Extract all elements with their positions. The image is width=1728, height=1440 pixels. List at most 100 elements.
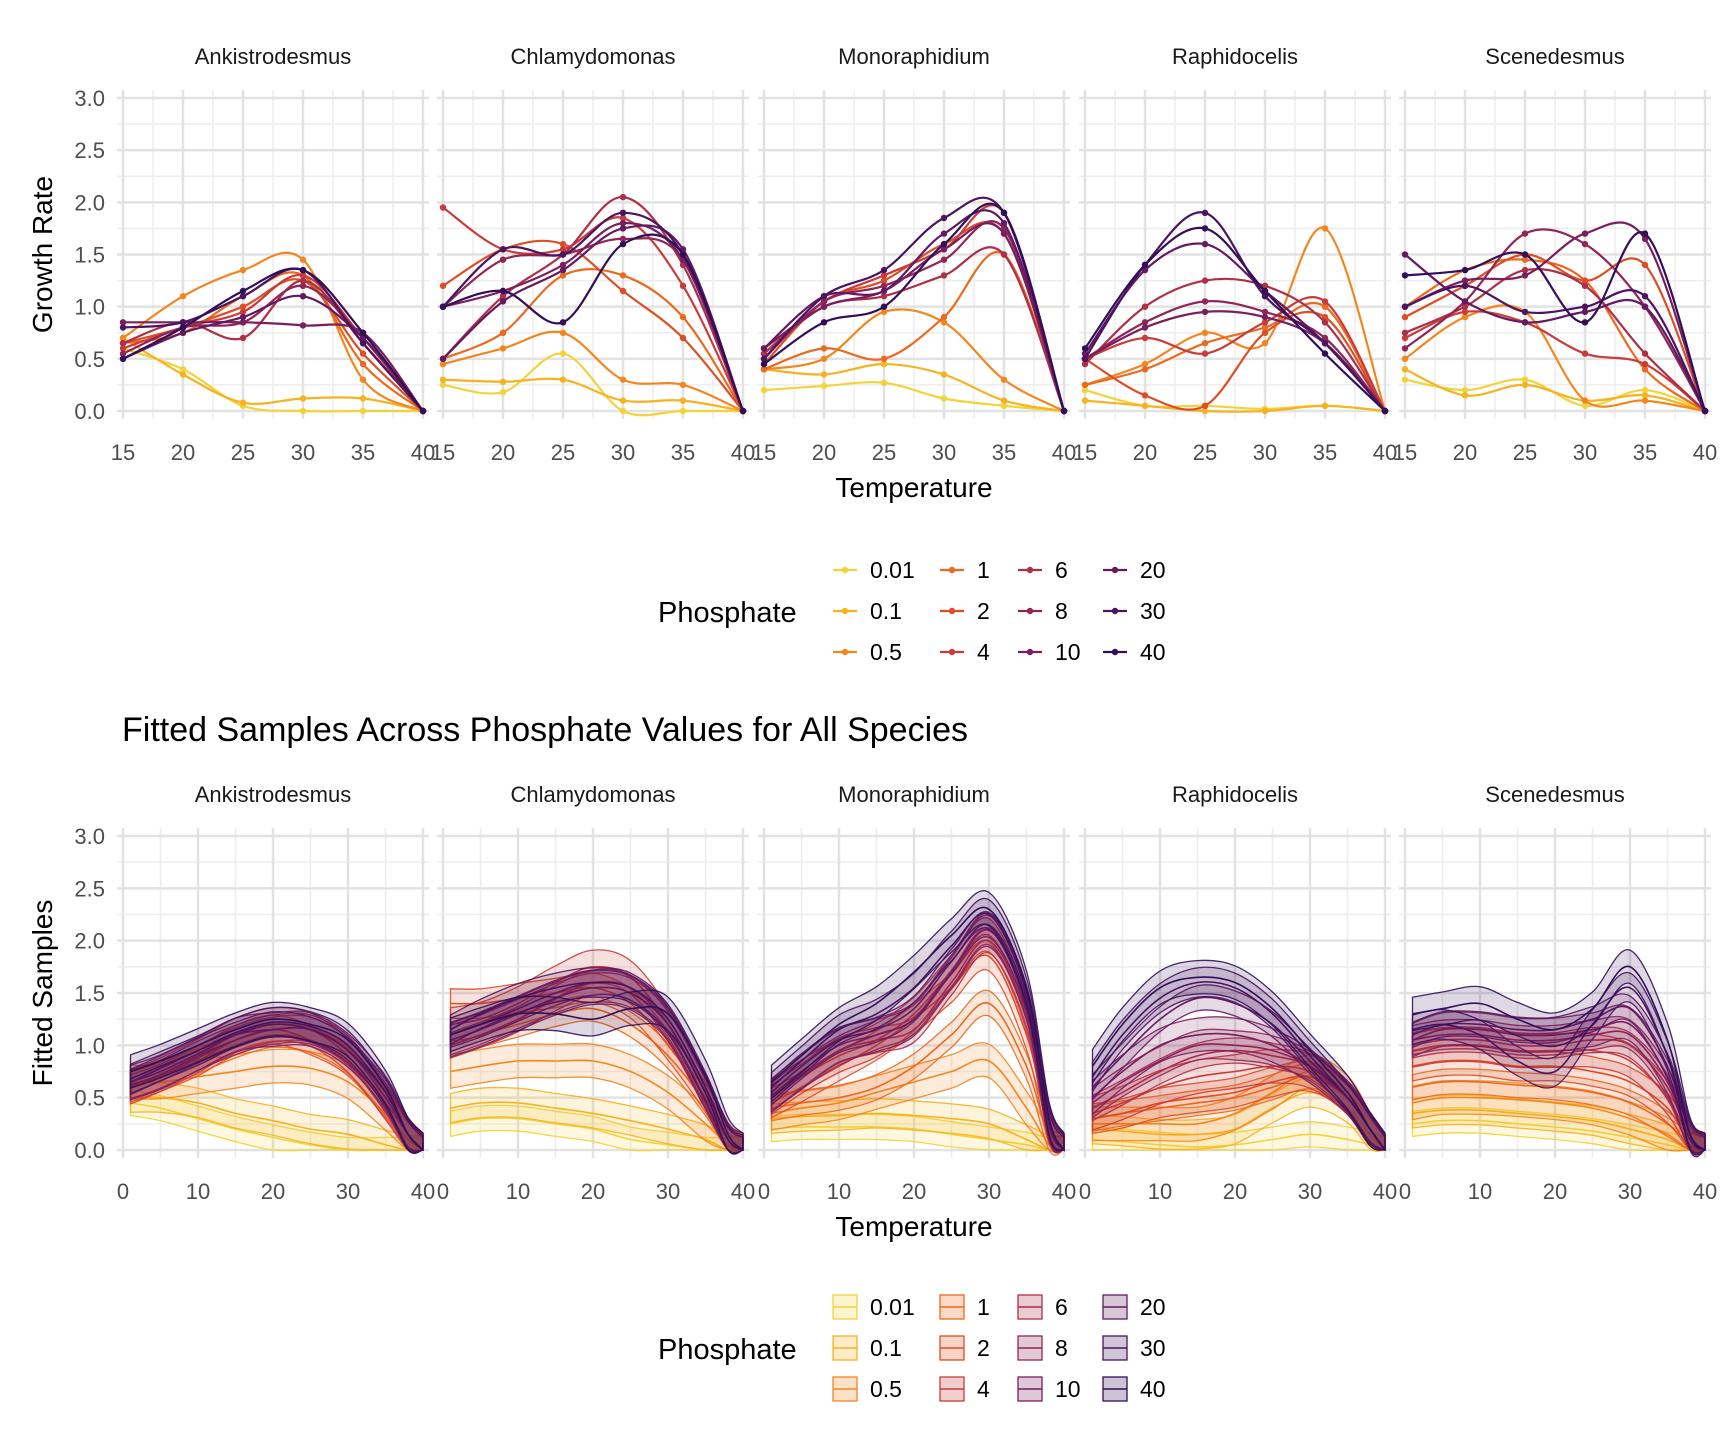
data-point	[1201, 209, 1209, 216]
data-point	[1521, 266, 1529, 274]
data-point	[619, 407, 627, 415]
x-tick-label: 10	[827, 1179, 851, 1204]
data-point	[1641, 230, 1649, 237]
data-point	[1201, 402, 1209, 409]
x-tick-label: 40	[1373, 440, 1397, 465]
data-point	[359, 329, 367, 336]
data-point	[1521, 376, 1529, 383]
growth-line-0-01	[763, 381, 1065, 413]
fitted-line-1	[771, 1002, 1065, 1151]
data-point	[1261, 340, 1269, 347]
data-point	[880, 355, 888, 362]
legend-label: 40	[1140, 639, 1166, 665]
data-point	[119, 355, 127, 362]
data-point	[1081, 381, 1089, 389]
data-point	[499, 389, 507, 396]
legend-label: 40	[1140, 1376, 1166, 1402]
fitted-line-30	[1091, 981, 1386, 1151]
x-tick-label: 40	[1052, 1179, 1076, 1204]
data-point	[619, 272, 627, 279]
series-40	[770, 890, 1065, 1152]
series-40	[1091, 959, 1386, 1151]
series-20	[1401, 251, 1709, 415]
legend-item-6: 6	[1018, 557, 1068, 583]
data-point	[239, 303, 247, 310]
legend-label: 10	[1055, 639, 1081, 665]
data-point	[880, 303, 888, 310]
data-point	[1521, 251, 1529, 258]
data-point	[619, 225, 627, 232]
data-point	[1641, 366, 1649, 373]
fitted-line-40	[450, 1005, 744, 1151]
legend-key-point	[1026, 648, 1034, 656]
data-point	[880, 293, 888, 300]
x-tick-label: 20	[491, 440, 515, 465]
data-point	[1461, 313, 1469, 321]
data-point	[499, 287, 507, 295]
data-point	[940, 272, 948, 279]
x-tick-label: 40	[1052, 440, 1076, 465]
legend-item-20: 20	[1102, 1294, 1166, 1320]
chart-title: Fitted Samples Across Phosphate Values f…	[122, 711, 968, 749]
legend-label: 0.5	[870, 1376, 902, 1402]
legend-key-point	[841, 566, 849, 574]
data-point	[1401, 366, 1409, 373]
data-point	[1321, 340, 1329, 347]
data-point	[760, 360, 768, 368]
facet-label-scenedesmus: Scenedesmus	[1485, 44, 1624, 69]
x-tick-label: 0	[758, 1179, 770, 1204]
data-point	[299, 256, 307, 263]
data-point	[179, 329, 187, 336]
data-point	[1461, 392, 1469, 399]
data-point	[940, 395, 948, 402]
data-point	[1521, 308, 1529, 316]
legend-key-point	[1026, 607, 1034, 615]
x-tick-label: 20	[1543, 1179, 1567, 1204]
data-point	[299, 266, 307, 274]
legend-key-point	[1111, 648, 1119, 656]
data-point	[679, 334, 687, 342]
data-point	[1641, 303, 1649, 310]
data-point	[1000, 220, 1008, 227]
series-40	[449, 989, 744, 1155]
data-point	[619, 235, 627, 243]
fitted-line-30	[450, 981, 744, 1151]
x-tick-label: 20	[1223, 1179, 1247, 1204]
data-point	[1401, 355, 1409, 362]
data-point	[1401, 334, 1409, 342]
data-point	[1641, 293, 1649, 300]
facet-label-monoraphidium: Monoraphidium	[838, 44, 990, 69]
data-point	[940, 256, 948, 263]
data-point	[359, 376, 367, 383]
data-point	[499, 256, 507, 263]
data-point	[439, 303, 447, 310]
growth-line-0-01	[122, 347, 423, 413]
legend-item-6: 6	[1017, 1294, 1068, 1320]
data-point	[1201, 350, 1209, 357]
y-tick-label: 1.0	[74, 1033, 105, 1058]
data-point	[1321, 350, 1329, 357]
facet-label-ankistrodesmus: Ankistrodesmus	[195, 782, 352, 807]
data-point	[359, 340, 367, 347]
data-point	[760, 345, 768, 352]
data-point	[1321, 402, 1329, 409]
data-point	[1321, 298, 1329, 305]
data-point	[820, 355, 828, 362]
x-tick-label: 25	[1193, 440, 1217, 465]
x-tick-label: 25	[231, 440, 255, 465]
data-point	[1401, 329, 1409, 336]
data-point	[1201, 277, 1209, 284]
legend-label: 0.5	[870, 639, 902, 665]
y-tick-label: 1.5	[74, 981, 105, 1006]
data-point	[1321, 334, 1329, 342]
data-point	[880, 266, 888, 274]
data-point	[1401, 303, 1409, 310]
fitted-line-40	[1412, 965, 1706, 1151]
data-point	[940, 230, 948, 237]
data-point	[559, 261, 567, 269]
x-tick-label: 40	[731, 440, 755, 465]
data-point	[760, 366, 768, 373]
y-tick-label: 0.5	[74, 347, 105, 372]
data-point	[1521, 230, 1529, 237]
series-0-5	[439, 329, 747, 415]
